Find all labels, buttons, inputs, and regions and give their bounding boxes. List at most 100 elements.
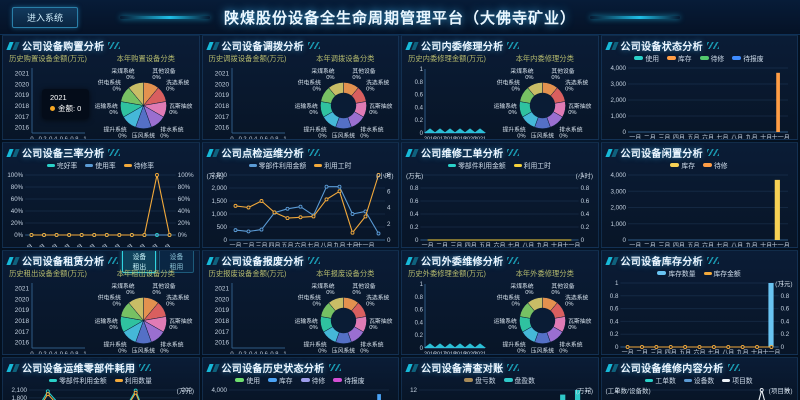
legend-item[interactable]: 工单数 — [645, 375, 676, 385]
legend-item[interactable]: 待修 — [300, 375, 325, 385]
legend-item[interactable]: 零部件利用金额 — [248, 160, 306, 170]
x-tick: 四月 — [672, 243, 684, 249]
chart-xy: 完好率 使用率 待修率 0% 20% 40% 60% 80% 100% 0% 20% 40% 60% 80… — [6, 160, 195, 248]
y-tick: 0.6 — [415, 308, 424, 314]
legend-item[interactable]: 库存金额 — [703, 268, 741, 278]
pie-label: 压风系统0% — [331, 347, 354, 355]
x-tick: 2017 — [434, 137, 446, 141]
pie-label-name: 供电系统 — [98, 293, 121, 301]
chart-legend: 零部件利用金额 利用工时 — [206, 160, 395, 170]
panel-charts: 零部件利用金额 利用工时 (万元) (小时) 0 500 1,000 1,500 2,000 2,… — [203, 160, 399, 249]
pie-label: 采煤系统 0% — [510, 67, 533, 81]
chart-xy: 盘亏数 盘盈数 (万元)036912036912一月二月三月四月五月六月七月八月九月… — [405, 375, 594, 400]
legend-item[interactable]: 利用工时 — [314, 160, 351, 170]
x-tick: 十月 — [760, 134, 772, 141]
legend-item[interactable]: 设备数 — [683, 375, 714, 385]
pie-label: 瓦斯抽放 0% — [369, 102, 392, 116]
pie-label: 瓦斯抽放 0% — [568, 317, 591, 331]
x-tick: 1 — [83, 137, 86, 141]
pie-label-name: 其他设备 — [152, 282, 175, 290]
panel-header: 公司设备清查对账 — [402, 358, 598, 375]
axis-unit-left: (万元) — [406, 173, 424, 180]
x-tick: 二月 — [436, 243, 448, 249]
pie-label-name: 供电系统 — [98, 78, 121, 86]
y-tick: 1,500 — [211, 198, 227, 205]
legend-item[interactable]: 待修率 — [123, 160, 154, 170]
legend-item[interactable]: 项目数 — [722, 375, 753, 385]
pie-label: 采煤系统 0% — [311, 282, 334, 296]
y-tick-right: 0.2 — [780, 331, 789, 338]
panel-title-deco-icon — [706, 42, 719, 49]
y-tick: 20% — [11, 220, 24, 227]
x-tick: 一月 — [629, 135, 641, 141]
panel-title-deco-icon — [307, 257, 320, 264]
pie-label-percent: 0% — [366, 87, 374, 93]
legend-item[interactable]: 零部件利用金额 — [448, 160, 506, 170]
x-tick: 三月 — [650, 350, 662, 356]
legend-item[interactable]: 待修 — [699, 53, 724, 63]
y-tick-right: 0 — [387, 237, 391, 244]
pie-label: 压风系统0% — [531, 132, 554, 140]
y-tick: 0.4 — [415, 320, 424, 326]
xy-chart: 0 500 1,000 1,500 2,000 2,500 0 2 4 6 8 一月 二月 三月 四月 五月六… — [211, 172, 391, 249]
chart-xy: 零部件利用金额 利用工时 (万元) (小时) 0 500 1,000 1,500 2,000 2,… — [206, 160, 395, 249]
x-tick: 七月 — [716, 134, 728, 141]
y-tick: 4,000 — [610, 172, 626, 179]
legend-item[interactable]: 盘盈数 — [503, 375, 535, 385]
legend-label: 库存 — [279, 378, 293, 385]
legend-item[interactable]: 待报废 — [333, 375, 365, 385]
chart-donut: 其他设备0%洗选系统0%瓦斯抽放0%排水系统0%压风系统0%提升系统0%运输系统… — [290, 280, 395, 355]
legend-item[interactable]: 使用 — [634, 53, 659, 63]
panel-subtitles: 历史内委修理金额(万元) 本年内委修理分类 — [402, 53, 598, 65]
horizontal-bar-chart: 2021 2020 2019 2018 2017 2016 0 0.2 0.4 0.6 0.8 1 — [15, 283, 87, 356]
legend-label: 待修 — [714, 163, 728, 170]
panel-header: 公司设备库存分析 — [602, 251, 798, 268]
x-tick: 十一月 — [356, 242, 374, 249]
panel-header: 公司点检运维分析 — [203, 143, 399, 160]
legend-item[interactable]: 库存 — [268, 375, 293, 385]
panel-title-icon — [405, 148, 419, 157]
x-tick: 0.2 — [39, 352, 47, 356]
legend-item[interactable]: 利用工时 — [513, 160, 551, 170]
legend-item[interactable]: 待修 — [703, 160, 728, 170]
pie-label-percent: 0% — [169, 110, 177, 116]
x-tick: 八月 — [722, 350, 734, 356]
subtitle-left: 历史报废设备金额(万元) — [208, 269, 287, 278]
panel-title: 公司设备清查对账 — [421, 364, 504, 375]
x-tick: 二月 — [242, 243, 254, 249]
legend-item[interactable]: 使用率 — [85, 160, 116, 170]
x-tick: 2021 — [474, 352, 486, 356]
legend-swatch — [314, 163, 323, 167]
x-tick: 五月 — [71, 243, 85, 248]
legend-item[interactable]: 库存数量 — [657, 268, 696, 278]
legend-item[interactable]: 库存 — [670, 160, 695, 170]
y-tick-right: 1 — [780, 280, 784, 287]
pie-label-percent: 0% — [318, 349, 326, 355]
pie-label-name: 洗选系统 — [565, 79, 588, 87]
pie-label-name: 洗选系统 — [366, 294, 389, 302]
legend-label: 工单数 — [655, 378, 676, 385]
enter-system-button[interactable]: 进入系统 — [12, 7, 79, 28]
xy-chart: 0 0.2 0.4 0.6 0.8 1 0 0.2 0.4 0.6 0.8 1 一月 二月 三月 四月 五月 六月… — [609, 280, 789, 356]
legend-item[interactable]: 使用 — [235, 375, 260, 385]
panel-charts: 库存数量 库存金额 (万元) 0 0.2 0.4 0.6 0.8 1 0 0.2 0.4 0.6 0.8 1… — [602, 268, 798, 356]
legend-item[interactable]: 完好率 — [46, 160, 77, 170]
tab-button[interactable]: 设备租用 — [159, 251, 194, 273]
tab-button[interactable]: 设备租出 — [122, 251, 157, 273]
legend-item[interactable]: 利用数量 — [114, 375, 152, 385]
legend-item[interactable]: 待报废 — [732, 53, 764, 63]
legend-label: 项目数 — [732, 378, 753, 385]
y-tick: 40% — [11, 208, 24, 215]
chart-donut: 其他设备0%洗选系统0%瓦斯抽放0%排水系统0%压风系统0%提升系统0%运输系统… — [290, 65, 395, 139]
panel-idle: 公司设备闲置分析 库存 待修 0 1,000 2,000 3,000 4,000 一月 二月 三月四… — [600, 142, 798, 249]
donut-chart: 其他设备0%洗选系统0%瓦斯抽放0%排水系统0%压风系统0%提升系统0%运输系统… — [294, 67, 392, 139]
pie-label-percent: 0% — [109, 325, 117, 331]
pie-label-name: 运输系统 — [294, 317, 317, 325]
legend-item[interactable]: 盘亏数 — [464, 375, 496, 385]
legend-item[interactable]: 库存 — [667, 53, 692, 63]
legend-item[interactable]: 零部件利用金额 — [49, 375, 107, 385]
title-area: 陕煤股份设备全生命周期管理平台（大佛寺矿业） — [0, 0, 800, 34]
legend-swatch — [46, 163, 55, 167]
x-tick: 一月 — [422, 243, 434, 249]
